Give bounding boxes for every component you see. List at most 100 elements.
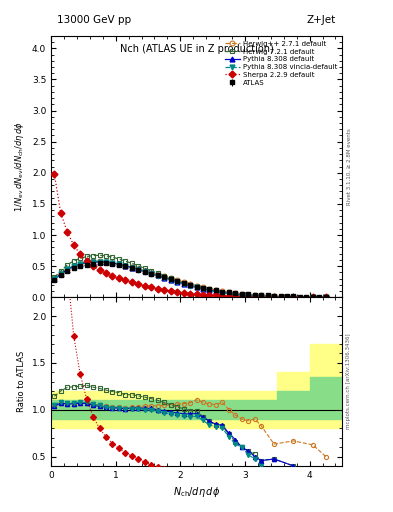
Herwig++ 2.7.1 default <box>323 294 328 300</box>
Sherpa 2.2.9 default <box>310 294 315 300</box>
Sherpa 2.2.9 default <box>168 288 173 294</box>
Herwig++ 2.7.1 default <box>59 271 63 277</box>
Text: Rivet 3.1.10, ≥ 2.8M events: Rivet 3.1.10, ≥ 2.8M events <box>346 128 351 205</box>
Pythia 8.308 vincia-default <box>104 259 108 265</box>
Herwig++ 2.7.1 default <box>213 287 218 293</box>
Herwig 7.2.1 default <box>200 286 205 292</box>
Sherpa 2.2.9 default <box>130 280 134 286</box>
Pythia 8.308 default <box>213 288 218 294</box>
Pythia 8.308 vincia-default <box>175 279 180 285</box>
Pythia 8.308 default <box>136 266 141 272</box>
Sherpa 2.2.9 default <box>233 293 238 300</box>
Line: Pythia 8.308 default: Pythia 8.308 default <box>52 260 328 300</box>
Pythia 8.308 vincia-default <box>78 261 83 267</box>
Sherpa 2.2.9 default <box>207 292 212 298</box>
Pythia 8.308 vincia-default <box>136 267 141 273</box>
Pythia 8.308 default <box>220 289 225 295</box>
Pythia 8.308 default <box>97 259 102 265</box>
Pythia 8.308 vincia-default <box>59 270 63 276</box>
Pythia 8.308 default <box>246 292 251 298</box>
Herwig++ 2.7.1 default <box>123 263 128 269</box>
Herwig 7.2.1 default <box>117 256 121 262</box>
Pythia 8.308 default <box>162 274 167 281</box>
Pythia 8.308 vincia-default <box>52 276 57 282</box>
Herwig 7.2.1 default <box>291 294 296 300</box>
Herwig++ 2.7.1 default <box>110 260 115 266</box>
Sherpa 2.2.9 default <box>149 285 154 291</box>
Pythia 8.308 vincia-default <box>181 281 186 287</box>
Pythia 8.308 vincia-default <box>272 294 276 300</box>
Sherpa 2.2.9 default <box>291 294 296 300</box>
Herwig 7.2.1 default <box>110 254 115 260</box>
Herwig 7.2.1 default <box>181 280 186 286</box>
Herwig 7.2.1 default <box>310 294 315 300</box>
Pythia 8.308 vincia-default <box>84 260 89 266</box>
Herwig 7.2.1 default <box>207 287 212 293</box>
Pythia 8.308 vincia-default <box>110 260 115 266</box>
Herwig++ 2.7.1 default <box>72 263 76 269</box>
Sherpa 2.2.9 default <box>142 283 147 289</box>
Herwig++ 2.7.1 default <box>136 266 141 272</box>
Herwig 7.2.1 default <box>142 265 147 271</box>
Herwig 7.2.1 default <box>72 258 76 264</box>
Herwig++ 2.7.1 default <box>233 290 238 296</box>
Pythia 8.308 default <box>207 287 212 293</box>
Herwig++ 2.7.1 default <box>65 266 70 272</box>
Herwig 7.2.1 default <box>123 258 128 264</box>
Herwig++ 2.7.1 default <box>97 259 102 265</box>
Y-axis label: $1/N_{\rm ev}\,dN_{\rm ev}/dN_{\rm ch}/d\eta\,d\phi$: $1/N_{\rm ev}\,dN_{\rm ev}/dN_{\rm ch}/d… <box>13 121 26 212</box>
Pythia 8.308 default <box>252 293 257 299</box>
Text: mcplots.cern.ch [arXiv:1306.3436]: mcplots.cern.ch [arXiv:1306.3436] <box>346 334 351 430</box>
Pythia 8.308 vincia-default <box>97 259 102 265</box>
Pythia 8.308 vincia-default <box>233 291 238 297</box>
Legend: Herwig++ 2.7.1 default, Herwig 7.2.1 default, Pythia 8.308 default, Pythia 8.308: Herwig++ 2.7.1 default, Herwig 7.2.1 def… <box>223 39 338 87</box>
Pythia 8.308 vincia-default <box>291 294 296 300</box>
Pythia 8.308 default <box>65 266 70 272</box>
Line: Herwig 7.2.1 default: Herwig 7.2.1 default <box>52 253 328 300</box>
Text: 13000 GeV pp: 13000 GeV pp <box>57 15 131 26</box>
Herwig++ 2.7.1 default <box>142 268 147 274</box>
Sherpa 2.2.9 default <box>252 294 257 300</box>
Pythia 8.308 vincia-default <box>323 294 328 300</box>
Herwig++ 2.7.1 default <box>168 275 173 282</box>
Herwig 7.2.1 default <box>84 253 89 260</box>
Herwig++ 2.7.1 default <box>84 260 89 266</box>
Pythia 8.308 default <box>310 294 315 300</box>
Pythia 8.308 default <box>200 286 205 292</box>
Sherpa 2.2.9 default <box>188 290 193 296</box>
Pythia 8.308 default <box>91 259 95 265</box>
Herwig 7.2.1 default <box>323 294 328 300</box>
Pythia 8.308 default <box>110 260 115 266</box>
Herwig 7.2.1 default <box>220 290 225 296</box>
Pythia 8.308 default <box>259 293 263 300</box>
Herwig 7.2.1 default <box>239 292 244 298</box>
Herwig++ 2.7.1 default <box>162 273 167 280</box>
Herwig++ 2.7.1 default <box>117 261 121 267</box>
Sherpa 2.2.9 default <box>84 258 89 264</box>
Herwig 7.2.1 default <box>65 262 70 268</box>
Herwig++ 2.7.1 default <box>246 291 251 297</box>
Sherpa 2.2.9 default <box>52 171 57 177</box>
Herwig 7.2.1 default <box>130 260 134 266</box>
Pythia 8.308 vincia-default <box>213 289 218 295</box>
Pythia 8.308 default <box>168 276 173 283</box>
Pythia 8.308 default <box>59 271 63 277</box>
Herwig 7.2.1 default <box>155 270 160 276</box>
Pythia 8.308 default <box>188 282 193 288</box>
Pythia 8.308 default <box>272 293 276 300</box>
Pythia 8.308 vincia-default <box>91 259 95 265</box>
Sherpa 2.2.9 default <box>239 293 244 300</box>
Pythia 8.308 vincia-default <box>188 283 193 289</box>
Pythia 8.308 vincia-default <box>117 261 121 267</box>
Herwig 7.2.1 default <box>233 291 238 297</box>
Herwig++ 2.7.1 default <box>52 276 57 282</box>
Herwig++ 2.7.1 default <box>181 279 186 285</box>
Sherpa 2.2.9 default <box>155 286 160 292</box>
Herwig++ 2.7.1 default <box>272 293 276 299</box>
Pythia 8.308 vincia-default <box>123 263 128 269</box>
Herwig++ 2.7.1 default <box>175 277 180 283</box>
Line: Sherpa 2.2.9 default: Sherpa 2.2.9 default <box>52 172 328 300</box>
Sherpa 2.2.9 default <box>110 273 115 279</box>
Pythia 8.308 default <box>84 260 89 266</box>
Pythia 8.308 vincia-default <box>310 294 315 300</box>
